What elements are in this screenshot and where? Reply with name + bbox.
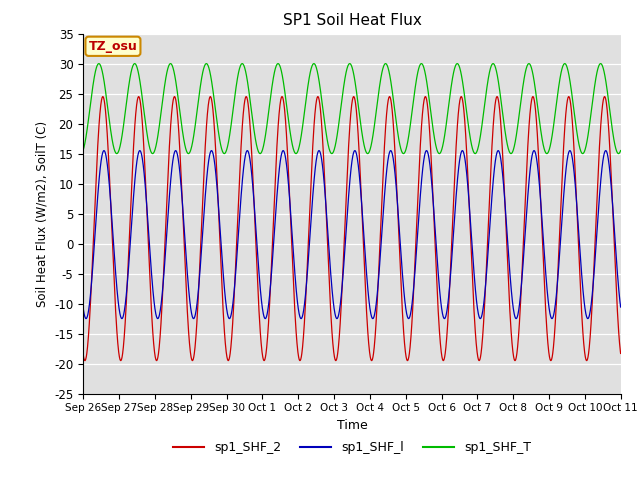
sp1_SHF_T [113, 151, 120, 156]
sp1_SHF_2 [79, 352, 87, 358]
Line: sp1_SHF_l: sp1_SHF_l [83, 151, 621, 319]
sp1_SHF_l [309, 191, 317, 197]
sp1_SHF_2 [309, 140, 317, 146]
sp1_SHF_l [607, 174, 614, 180]
sp1_SHF_2 [243, 94, 250, 99]
sp1_SHF_T [617, 148, 625, 154]
sp1_SHF_l [79, 305, 87, 311]
sp1_SHF_T [79, 147, 87, 153]
X-axis label: Time: Time [337, 419, 367, 432]
sp1_SHF_l [617, 304, 625, 310]
sp1_SHF_l [286, 196, 294, 202]
Y-axis label: Soil Heat Flux (W/m2), SoilT (C): Soil Heat Flux (W/m2), SoilT (C) [36, 120, 49, 307]
sp1_SHF_2 [141, 156, 148, 162]
sp1_SHF_2 [548, 352, 556, 358]
Line: sp1_SHF_T: sp1_SHF_T [83, 64, 621, 154]
sp1_SHF_l [141, 179, 148, 184]
sp1_SHF_l [548, 315, 556, 321]
Line: sp1_SHF_2: sp1_SHF_2 [83, 96, 621, 360]
sp1_SHF_T [548, 130, 556, 136]
sp1_SHF_T [286, 126, 294, 132]
sp1_SHF_l [100, 148, 108, 154]
Text: TZ_osu: TZ_osu [88, 40, 138, 53]
sp1_SHF_T [173, 85, 180, 91]
sp1_SHF_l [82, 316, 90, 322]
sp1_SHF_2 [153, 358, 161, 363]
Title: SP1 Soil Heat Flux: SP1 Soil Heat Flux [283, 13, 421, 28]
sp1_SHF_T [141, 115, 148, 121]
sp1_SHF_2 [607, 156, 614, 162]
sp1_SHF_T [309, 61, 317, 67]
Legend: sp1_SHF_2, sp1_SHF_l, sp1_SHF_T: sp1_SHF_2, sp1_SHF_l, sp1_SHF_T [168, 436, 536, 459]
sp1_SHF_2 [617, 350, 625, 356]
sp1_SHF_2 [286, 195, 294, 201]
sp1_SHF_l [173, 149, 180, 155]
sp1_SHF_2 [173, 102, 180, 108]
sp1_SHF_T [607, 112, 614, 118]
sp1_SHF_T [95, 61, 102, 67]
